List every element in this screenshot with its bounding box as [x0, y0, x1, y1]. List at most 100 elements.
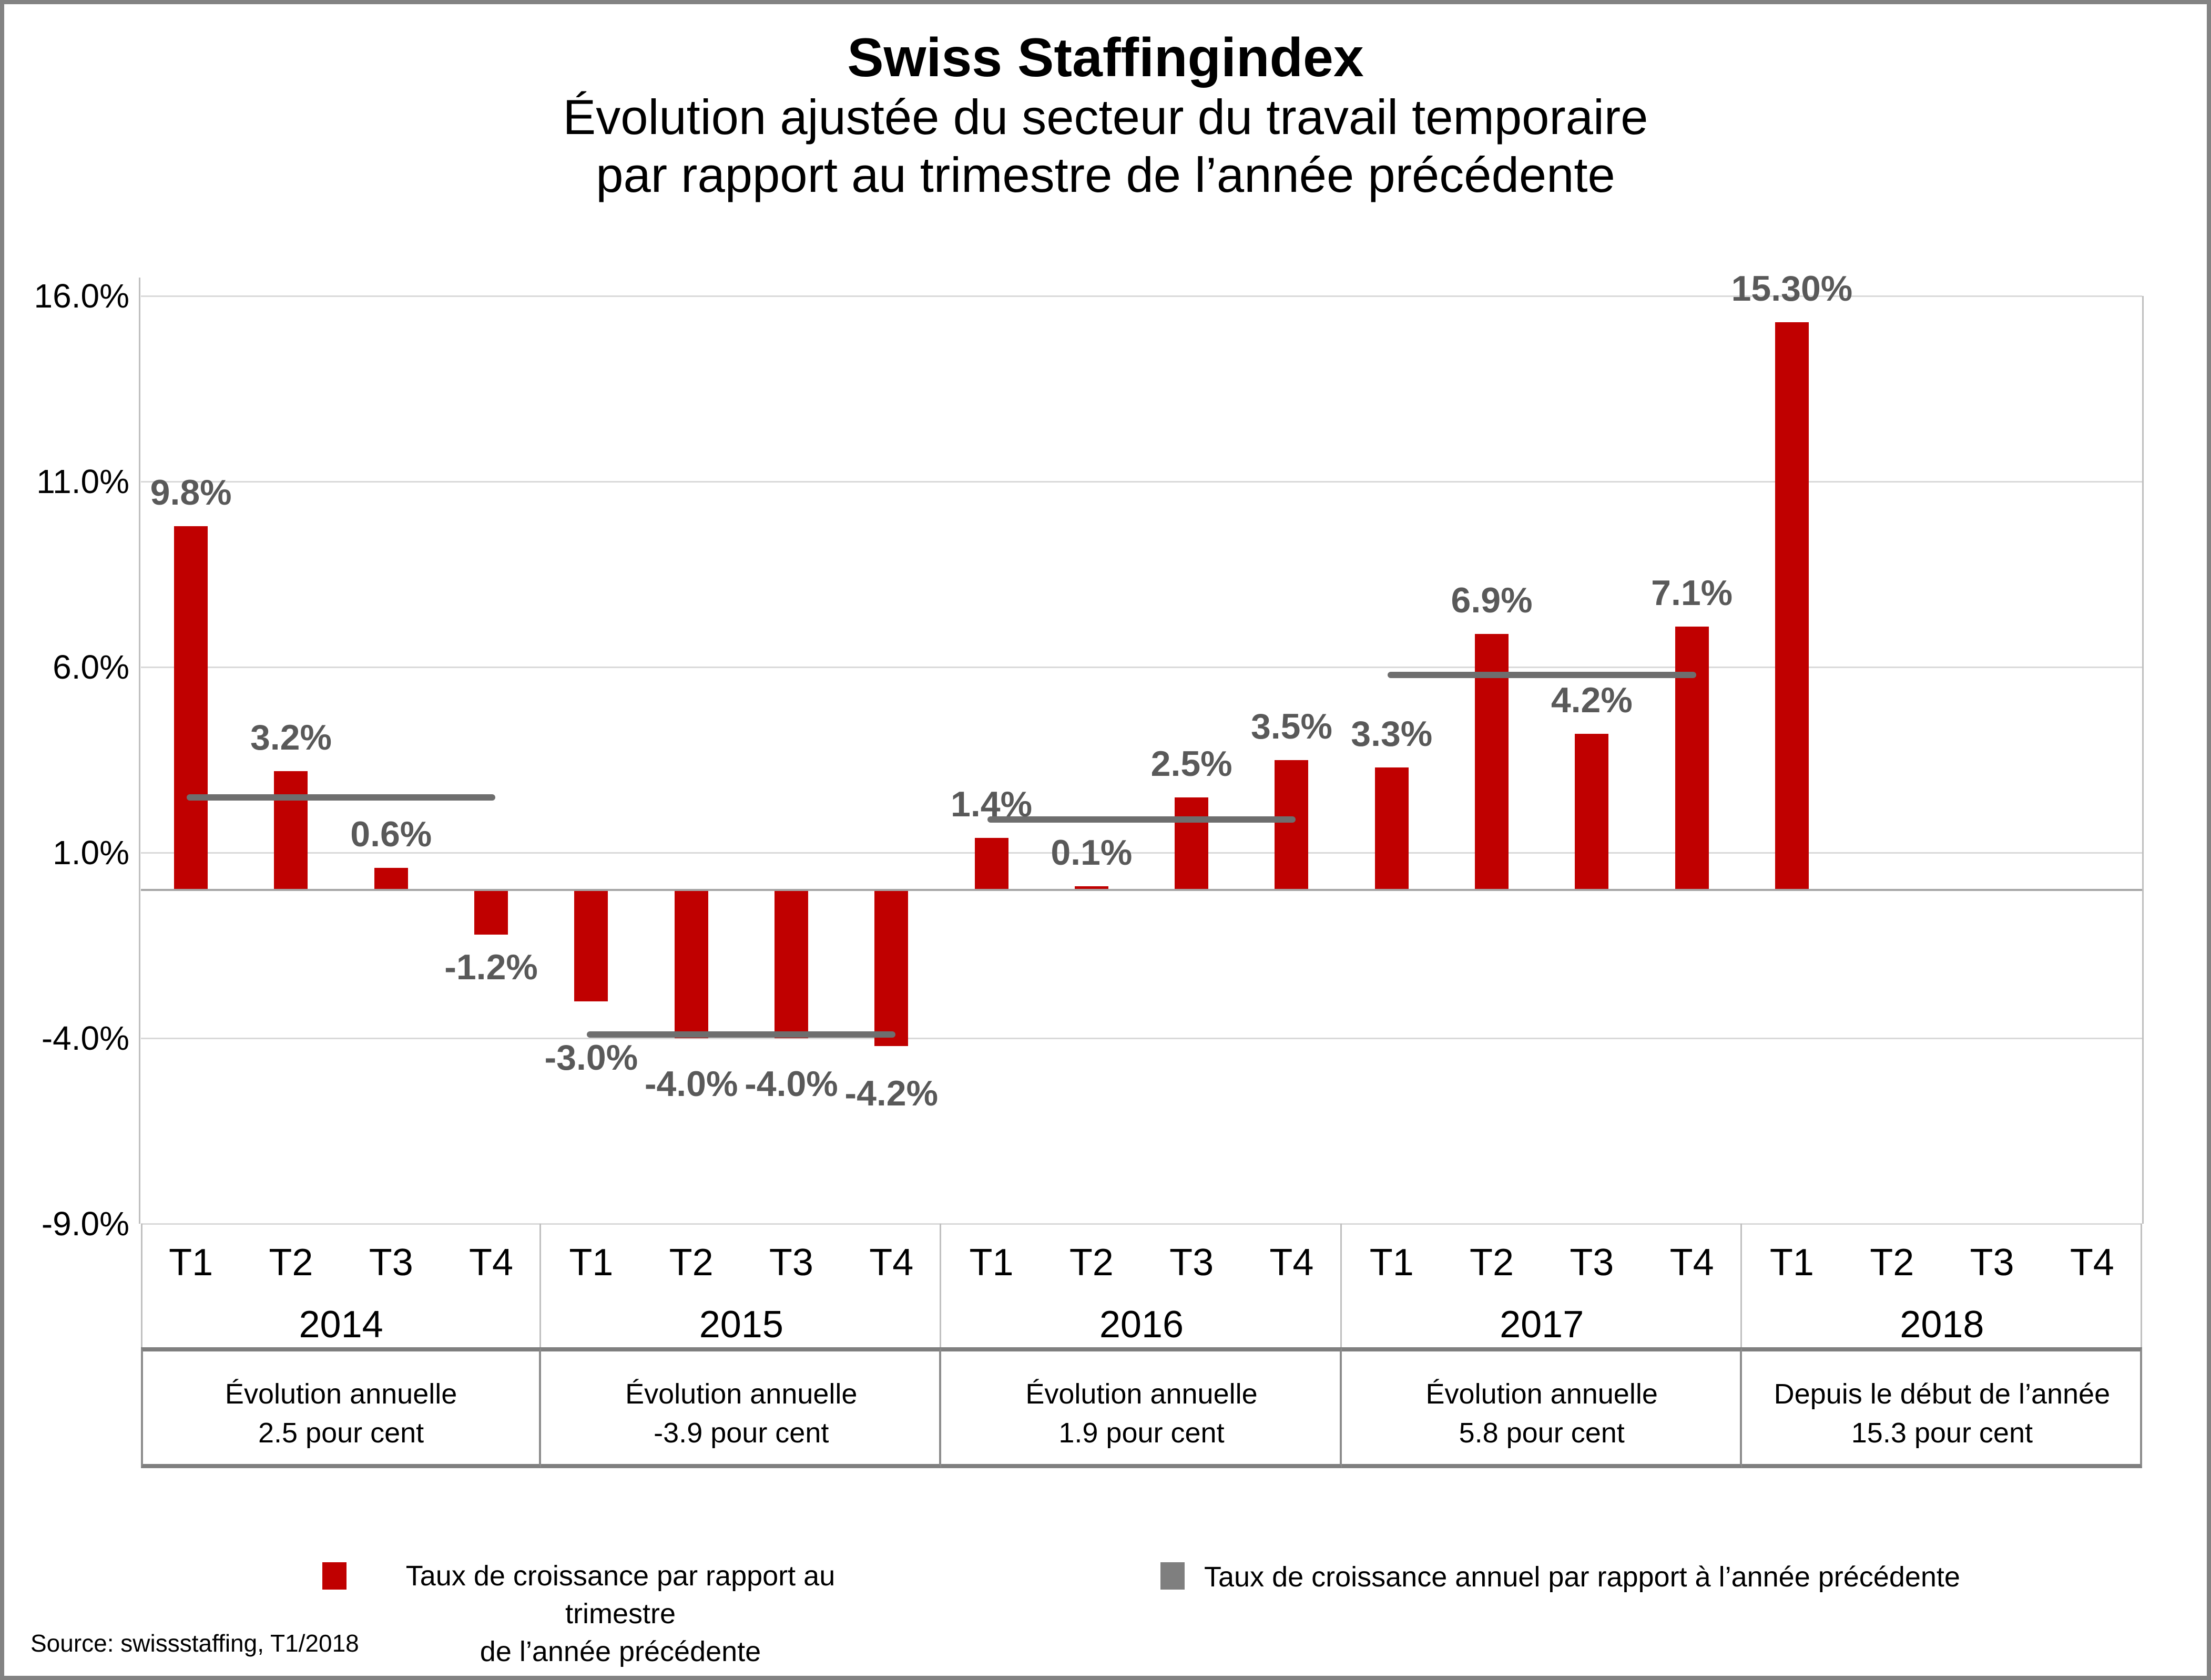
- annual-summary-text: Évolution annuelle -3.9 pour cent: [541, 1375, 941, 1452]
- quarter-label: T2: [1069, 1242, 1114, 1284]
- legend-quarterly-swatch-icon: [322, 1562, 347, 1590]
- bar: [774, 890, 808, 1039]
- chart-subtitle-line2: par rapport au trimestre de l’année préc…: [596, 147, 1615, 202]
- quarter-label: T1: [1769, 1242, 1814, 1284]
- legend-quarterly-label-line2: de l’année précédente: [480, 1636, 761, 1667]
- annual-summary-line2: 1.9 pour cent: [1058, 1417, 1225, 1449]
- year-label: 2018: [1900, 1304, 1984, 1346]
- bar-value-label: 0.6%: [350, 814, 432, 854]
- annual-summary-cell: [941, 1347, 1342, 1468]
- year-label: 2017: [1500, 1304, 1584, 1346]
- bar: [1275, 760, 1309, 890]
- annual-summary-line1: Évolution annuelle: [225, 1378, 457, 1410]
- annual-summary-line2: 15.3 pour cent: [1851, 1417, 2033, 1449]
- bar: [574, 890, 608, 1001]
- legend-annual-label: Taux de croissance annuel par rapport à …: [1204, 1561, 1960, 1593]
- chart-subtitle-line1: Évolution ajustée du secteur du travail …: [563, 89, 1648, 145]
- year-label: 2014: [299, 1304, 383, 1346]
- annual-average-line: [1387, 671, 1696, 678]
- quarter-label: T4: [1269, 1242, 1314, 1284]
- bar: [974, 838, 1008, 890]
- chart-title: Swiss Staffingindex: [847, 27, 1364, 88]
- quarter-label: T3: [769, 1242, 813, 1284]
- bar-value-label: -3.0%: [544, 1038, 638, 1078]
- legend-quarterly-label-line1: Taux de croissance par rapport au trimes…: [405, 1560, 836, 1630]
- annual-summary-line1: Évolution annuelle: [1425, 1378, 1658, 1410]
- source-note: Source: swissstaffing, T1/2018: [30, 1630, 359, 1657]
- y-axis-tick-label: -9.0%: [41, 1205, 129, 1243]
- annual-summary-cell: [1741, 1347, 2142, 1468]
- bar-value-label: 7.1%: [1651, 572, 1733, 613]
- year-label: 2016: [1099, 1304, 1184, 1346]
- annual-summary-cell: [1341, 1347, 1742, 1468]
- y-axis-tick-label: 6.0%: [53, 648, 129, 687]
- quarter-label: T1: [969, 1242, 1014, 1284]
- gridline: [141, 295, 2142, 297]
- quarter-label: T3: [369, 1242, 413, 1284]
- annual-summary-line1: Évolution annuelle: [1025, 1378, 1258, 1410]
- bar-value-label: -1.2%: [444, 947, 538, 987]
- bar-value-label: -4.0%: [644, 1064, 738, 1104]
- annual-average-line: [187, 794, 496, 801]
- bar-value-label: 6.9%: [1451, 580, 1533, 620]
- legend-annual-swatch-icon: [1160, 1562, 1185, 1590]
- year-group-cell: [1742, 1224, 2142, 1347]
- annual-average-line: [987, 816, 1296, 823]
- bar: [1374, 767, 1409, 890]
- annual-summary-line1: Évolution annuelle: [625, 1378, 858, 1410]
- bar: [1175, 797, 1209, 890]
- year-group-cell: [141, 1224, 542, 1347]
- year-group-cell: [1342, 1224, 1742, 1347]
- year-group-cell: [941, 1224, 1342, 1347]
- quarter-label: T4: [1669, 1242, 1714, 1284]
- bar-value-label: 3.5%: [1250, 706, 1332, 746]
- bar-value-label: 3.2%: [250, 718, 332, 758]
- quarter-label: T4: [469, 1242, 514, 1284]
- bar-value-label: 4.2%: [1551, 680, 1633, 721]
- annual-summary-cell: [141, 1347, 542, 1468]
- bar-value-label: -4.0%: [745, 1064, 838, 1104]
- quarter-label: T1: [1369, 1242, 1414, 1284]
- quarter-label: T2: [269, 1242, 313, 1284]
- bar: [274, 771, 308, 890]
- annual-summary-text: Évolution annuelle 2.5 pour cent: [141, 1375, 541, 1452]
- quarter-label: T2: [1470, 1242, 1514, 1284]
- annual-summary-cell: [541, 1347, 942, 1468]
- bar: [1675, 626, 1709, 890]
- bar: [1074, 886, 1108, 890]
- annual-summary-line2: -3.9 pour cent: [654, 1417, 829, 1449]
- annual-summary-text: Évolution annuelle 5.8 pour cent: [1342, 1375, 1742, 1452]
- annual-summary-line2: 2.5 pour cent: [258, 1417, 424, 1449]
- zero-axis-line: [141, 889, 2142, 891]
- quarter-label: T2: [1870, 1242, 1914, 1284]
- bar-value-label: 1.4%: [951, 784, 1033, 825]
- bar: [1775, 322, 1809, 890]
- quarter-label: T1: [569, 1242, 614, 1284]
- quarter-label: T3: [1970, 1242, 2014, 1284]
- annual-average-line: [587, 1031, 896, 1038]
- gridline: [141, 666, 2142, 668]
- quarter-label: T3: [1169, 1242, 1214, 1284]
- year-group-cell: [541, 1224, 942, 1347]
- bar: [174, 526, 208, 890]
- y-axis-tick-label: 16.0%: [34, 277, 129, 315]
- quarter-label: T4: [2070, 1242, 2114, 1284]
- y-axis-tick-label: 1.0%: [53, 834, 129, 872]
- annual-summary-line2: 5.8 pour cent: [1459, 1417, 1625, 1449]
- legend-quarterly-label: Taux de croissance par rapport au trimes…: [358, 1557, 883, 1671]
- y-axis-tick-label: 11.0%: [36, 463, 129, 501]
- quarter-label: T4: [869, 1242, 914, 1284]
- bar: [874, 890, 909, 1046]
- year-label: 2015: [699, 1304, 783, 1346]
- gridline: [141, 1037, 2142, 1039]
- quarter-label: T3: [1570, 1242, 1614, 1284]
- y-axis-tick-label: -4.0%: [41, 1019, 129, 1058]
- bar-value-label: -4.2%: [844, 1073, 939, 1113]
- bar-value-label: 15.30%: [1731, 268, 1853, 309]
- gridline: [141, 852, 2142, 854]
- bar: [674, 890, 708, 1039]
- gridline: [141, 480, 2142, 483]
- gridline: [141, 1223, 2142, 1225]
- plot-left-border: [139, 278, 140, 1224]
